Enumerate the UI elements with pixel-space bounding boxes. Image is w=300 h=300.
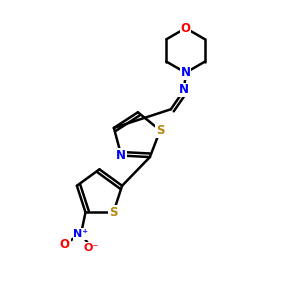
Text: O: O xyxy=(60,238,70,250)
Text: N: N xyxy=(116,149,126,162)
Text: S: S xyxy=(156,124,164,137)
Text: S: S xyxy=(109,206,118,219)
Text: N: N xyxy=(179,83,189,97)
Text: O: O xyxy=(181,22,191,34)
Text: N⁺: N⁺ xyxy=(74,229,88,239)
Text: O⁻: O⁻ xyxy=(84,243,99,253)
Text: N: N xyxy=(181,66,191,79)
